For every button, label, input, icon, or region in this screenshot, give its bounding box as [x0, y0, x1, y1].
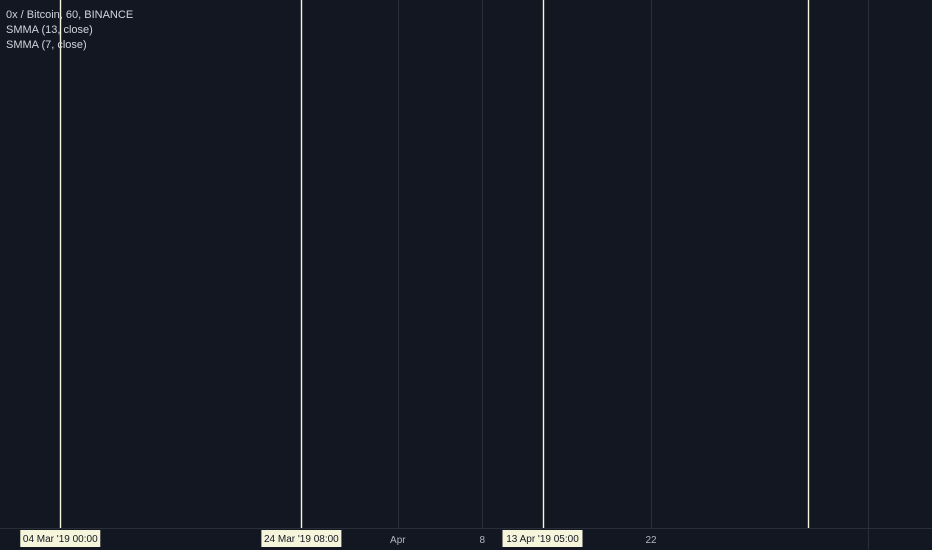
time-tick-label: Apr [390, 535, 406, 546]
chart-legend: 0x / Bitcoin, 60, BINANCE SMMA (13, clos… [6, 8, 133, 53]
time-axis-bg [0, 529, 868, 550]
price-axis[interactable]: 0.000100000.000095000.000090000.00008500… [869, 0, 932, 528]
time-axis[interactable]: Apr 8 22 04 Mar '19 00:00 24 Mar '19 08:00 13… [0, 529, 868, 550]
time-tick-label: 8 [479, 535, 485, 546]
marker-time-tag[interactable] [502, 530, 583, 547]
marker-time-tag[interactable] [261, 530, 342, 547]
marker-time-label: 24 Mar '19 08:00 [264, 534, 339, 545]
price-axis-bg [869, 0, 932, 528]
vertical-marker-lines[interactable] [59, 0, 810, 528]
marker-time-tag[interactable] [20, 530, 101, 547]
plot-background[interactable] [0, 0, 868, 528]
symbol-title[interactable]: 0x / Bitcoin, 60, BINANCE [6, 9, 134, 21]
marker-time-label: 13 Apr '19 05:00 [506, 534, 579, 545]
marker-time-label: 04 Mar '19 00:00 [23, 534, 98, 545]
indicator-smma-7[interactable]: SMMA (7, close) [6, 39, 87, 51]
indicator-smma-13[interactable]: SMMA (13, close) [6, 24, 93, 36]
time-tick-label: 22 [645, 535, 657, 546]
grid-lines [398, 0, 652, 528]
